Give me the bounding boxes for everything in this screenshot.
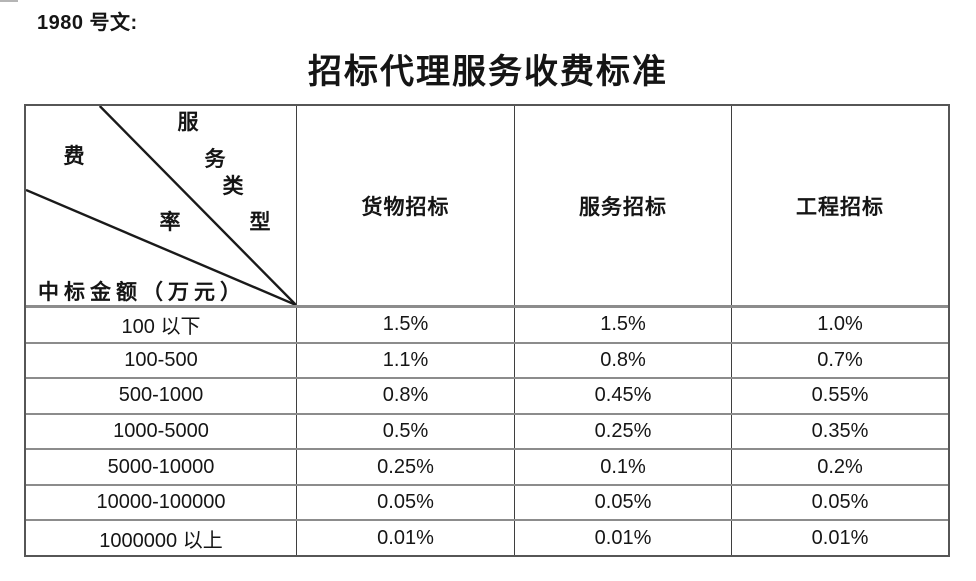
row-value: 0.5% [297,414,515,449]
row-value: 0.55% [811,384,869,407]
corner-label-service-type-char: 务 [204,147,226,171]
corner-label-service-type-char: 类 [222,174,244,198]
row-value: 0.45% [515,379,732,413]
table-row: 1000-5000 0.5% 0.25% 0.35% [26,414,948,451]
row-value: 0.05% [811,491,869,514]
row-amount: 500-1000 [26,379,297,413]
table-row: 5000-10000 0.25% 0.1% 0.2% [26,450,948,486]
row-value: 0.01% [811,526,869,549]
corner-label-service-type-char: 服 [177,110,199,134]
diagonal-corner-cell: 服 务 类 型 费 率 中标金额（万元） [26,106,297,305]
row-value: 0.05% [515,485,732,520]
screen-edge-artifact [0,0,18,2]
column-header-engineering-bidding: 工程招标 [796,194,884,219]
column-header-goods-bidding: 货物招标 [297,106,515,305]
diagonal-divider-lines [26,106,296,305]
fee-standard-table: 服 务 类 型 费 率 中标金额（万元） 货物招标 服务招标 工程招标 100 … [24,104,950,557]
row-amount: 100-500 [26,343,297,378]
row-amount: 1000000 以上 [26,521,297,556]
row-value: 0.2% [817,455,863,478]
column-header-service-bidding: 服务招标 [515,106,732,305]
corner-label-service-type-char: 型 [249,210,271,234]
row-amount: 1000-5000 [26,414,297,449]
document-reference-number: 1980 号文: [37,12,138,34]
row-amount: 10000-100000 [26,485,297,520]
table-row: 1000000 以上 0.01% 0.01% 0.01% [26,521,948,556]
corner-label-fee-rate-char: 费 [63,144,85,168]
row-value: 1.5% [515,308,732,342]
row-amount: 5000-10000 [26,450,297,484]
row-amount: 100 以下 [26,308,297,342]
table-row: 100-500 1.1% 0.8% 0.7% [26,343,948,380]
row-value: 0.8% [515,343,732,378]
table-row: 500-1000 0.8% 0.45% 0.55% [26,379,948,415]
row-value: 0.7% [817,348,863,371]
table-header-row: 服 务 类 型 费 率 中标金额（万元） 货物招标 服务招标 工程招标 [26,106,948,308]
row-value: 0.1% [515,450,732,484]
table-row: 10000-100000 0.05% 0.05% 0.05% [26,485,948,522]
row-value: 1.0% [817,313,863,336]
page-title: 招标代理服务收费标准 [308,54,668,91]
row-value: 1.5% [297,308,515,342]
row-value: 0.01% [297,521,515,556]
row-value: 0.8% [297,379,515,413]
corner-label-bid-amount: 中标金额（万元） [38,280,246,304]
corner-label-fee-rate-char: 率 [159,210,181,234]
row-value: 0.35% [811,420,869,443]
row-value: 0.25% [515,414,732,449]
row-value: 0.25% [297,450,515,484]
row-value: 1.1% [297,343,515,378]
row-value: 0.05% [297,485,515,520]
table-row: 100 以下 1.5% 1.5% 1.0% [26,308,948,344]
row-value: 0.01% [515,521,732,556]
